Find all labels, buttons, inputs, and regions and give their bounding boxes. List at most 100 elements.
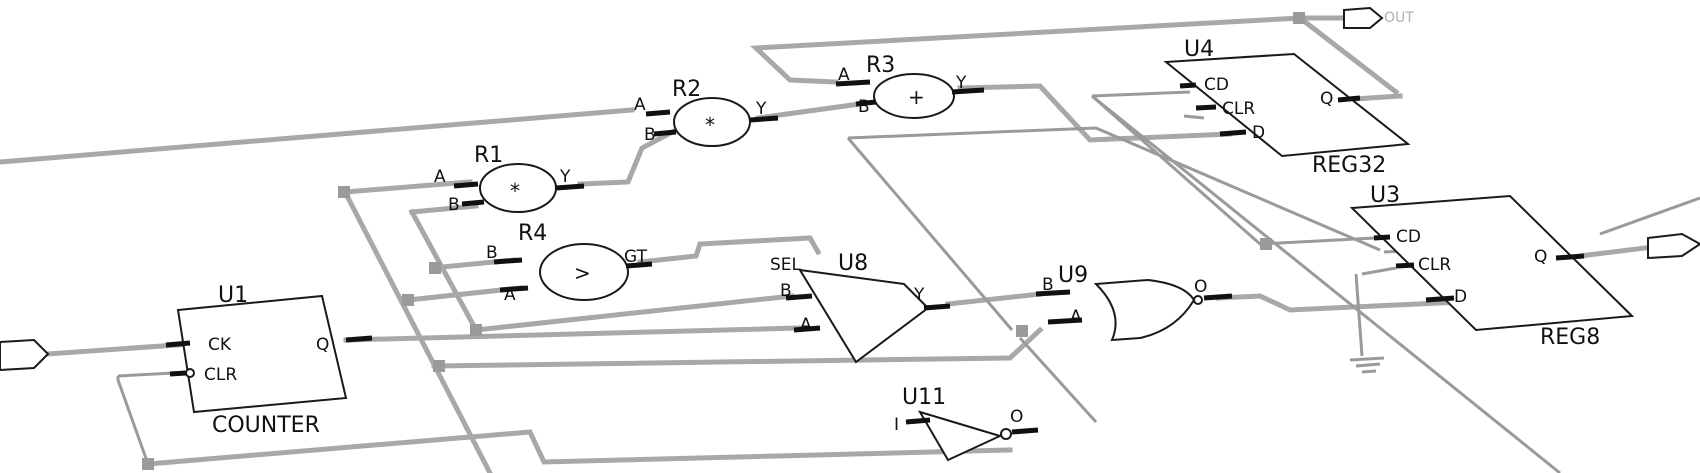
wire-net xyxy=(637,235,822,265)
ground-icon xyxy=(1349,356,1385,374)
u9-or-gate[interactable]: U9 B A O xyxy=(1035,263,1233,342)
wire-net xyxy=(1296,14,1400,96)
r1-pin-b xyxy=(461,199,485,207)
r2-body xyxy=(673,97,751,147)
junction-dot xyxy=(470,324,482,336)
r2-op: * xyxy=(705,113,715,137)
r2-pin-b-label: B xyxy=(644,125,656,145)
port-output-right[interactable] xyxy=(1647,232,1700,260)
junction-dot xyxy=(142,458,154,470)
r3-adder[interactable]: + R3 A B Y xyxy=(835,53,985,119)
u9-ref: U9 xyxy=(1058,263,1088,288)
wire-net xyxy=(755,101,863,121)
r3-pin-y-label: Y xyxy=(955,73,967,93)
u1-pin-ck-label: CK xyxy=(208,335,232,355)
r1-pin-y xyxy=(555,183,585,191)
u3-pin-cd-label: CD xyxy=(1396,227,1421,247)
wire-net xyxy=(1183,114,1205,120)
u3-ref: U3 xyxy=(1370,183,1400,208)
r2-pin-y xyxy=(749,115,779,123)
r1-pin-a-label: A xyxy=(434,167,446,187)
u9-pin-b-label: B xyxy=(1042,275,1054,295)
u1-pin-clr-label: CLR xyxy=(204,365,237,385)
wire-net xyxy=(1018,336,1098,424)
u3-body xyxy=(1349,194,1635,332)
u11-body xyxy=(917,410,1003,462)
port-input-left[interactable] xyxy=(0,338,50,372)
wire-net xyxy=(0,107,635,165)
u8-pin-y-label: Y xyxy=(913,285,925,305)
wire-net xyxy=(1577,245,1648,259)
wire-net xyxy=(577,126,680,187)
r1-ref: R1 xyxy=(474,143,503,168)
u4-pin-d xyxy=(1219,129,1247,137)
r1-multiplier[interactable]: * R1 A B Y xyxy=(434,143,585,215)
r3-pin-a xyxy=(835,79,871,87)
u3-pin-d xyxy=(1425,295,1455,303)
wire-net xyxy=(341,188,493,473)
r1-pin-a xyxy=(453,181,479,189)
u3-reg8[interactable]: U3 CD CLR D Q REG8 xyxy=(1349,183,1635,350)
r4-ref: R4 xyxy=(518,221,547,246)
wire-net xyxy=(957,83,1233,143)
wire-net xyxy=(431,326,1044,369)
wire-net xyxy=(1599,196,1700,236)
u8-pin-b xyxy=(785,293,813,301)
junction-dot xyxy=(1016,325,1028,337)
wire-net xyxy=(846,137,1014,331)
r2-pin-b xyxy=(653,129,677,137)
r4-pin-a-label: A xyxy=(504,285,516,305)
wire-net xyxy=(145,429,1013,467)
u11-pin-i-label: I xyxy=(894,415,899,435)
u1-clr-inversion-icon xyxy=(185,368,195,378)
u9-body xyxy=(1093,278,1196,342)
wire-net xyxy=(1215,293,1463,313)
wire-net xyxy=(1091,94,1561,473)
output-port-icon xyxy=(1343,6,1384,29)
u1-counter[interactable]: U1 CK CLR Q COUNTER xyxy=(165,283,373,438)
r3-pin-b xyxy=(855,99,877,107)
wire-net xyxy=(847,126,1381,252)
u9-pin-o xyxy=(1203,293,1233,301)
r4-comparator[interactable]: > R4 B A GT xyxy=(486,221,653,305)
u3-pin-clr-label: CLR xyxy=(1418,255,1451,275)
u1-type: COUNTER xyxy=(212,413,320,438)
port-out[interactable]: OUT xyxy=(1343,6,1414,29)
junction-dot xyxy=(338,186,350,198)
u1-pin-clr xyxy=(169,370,187,377)
u4-pin-q-label: Q xyxy=(1320,89,1333,109)
r4-body xyxy=(539,243,629,301)
u8-mux[interactable]: U8 SEL B A Y xyxy=(770,251,951,364)
port-out-label: OUT xyxy=(1384,10,1414,26)
wire-net xyxy=(343,325,803,343)
u4-ref: U4 xyxy=(1184,37,1214,62)
r1-op: * xyxy=(510,179,520,203)
r2-pin-a-label: A xyxy=(634,95,646,115)
u3-pin-clr xyxy=(1395,262,1415,269)
u9-output-bubble-icon xyxy=(1193,295,1203,305)
wire-net xyxy=(750,15,1348,85)
junction-dot xyxy=(429,262,441,274)
u11-inverter[interactable]: U11 I O xyxy=(894,385,1039,462)
u4-pin-cd xyxy=(1179,82,1197,89)
u1-ref: U1 xyxy=(218,283,248,308)
r4-pin-b-label: B xyxy=(486,243,498,263)
u4-type: REG32 xyxy=(1312,153,1386,178)
u4-pin-clr xyxy=(1195,104,1217,111)
wire-net xyxy=(1354,273,1364,357)
u3-type: REG8 xyxy=(1540,325,1600,350)
wire-net xyxy=(342,179,473,195)
wire-net xyxy=(409,203,479,215)
u9-pin-o-label: O xyxy=(1194,277,1207,297)
r2-pin-a xyxy=(645,109,671,117)
r2-multiplier[interactable]: * R2 A B Y xyxy=(634,77,779,147)
u3-pin-q-label: Q xyxy=(1534,247,1547,267)
u8-pin-b-label: B xyxy=(780,281,792,301)
r4-pin-gt xyxy=(625,261,653,269)
u9-pin-a xyxy=(1047,317,1083,325)
junction-dot xyxy=(1293,12,1305,24)
u3-pin-cd xyxy=(1373,234,1391,241)
u4-reg32[interactable]: U4 CD CLR D Q REG32 xyxy=(1163,37,1411,178)
r4-op: > xyxy=(574,261,591,285)
